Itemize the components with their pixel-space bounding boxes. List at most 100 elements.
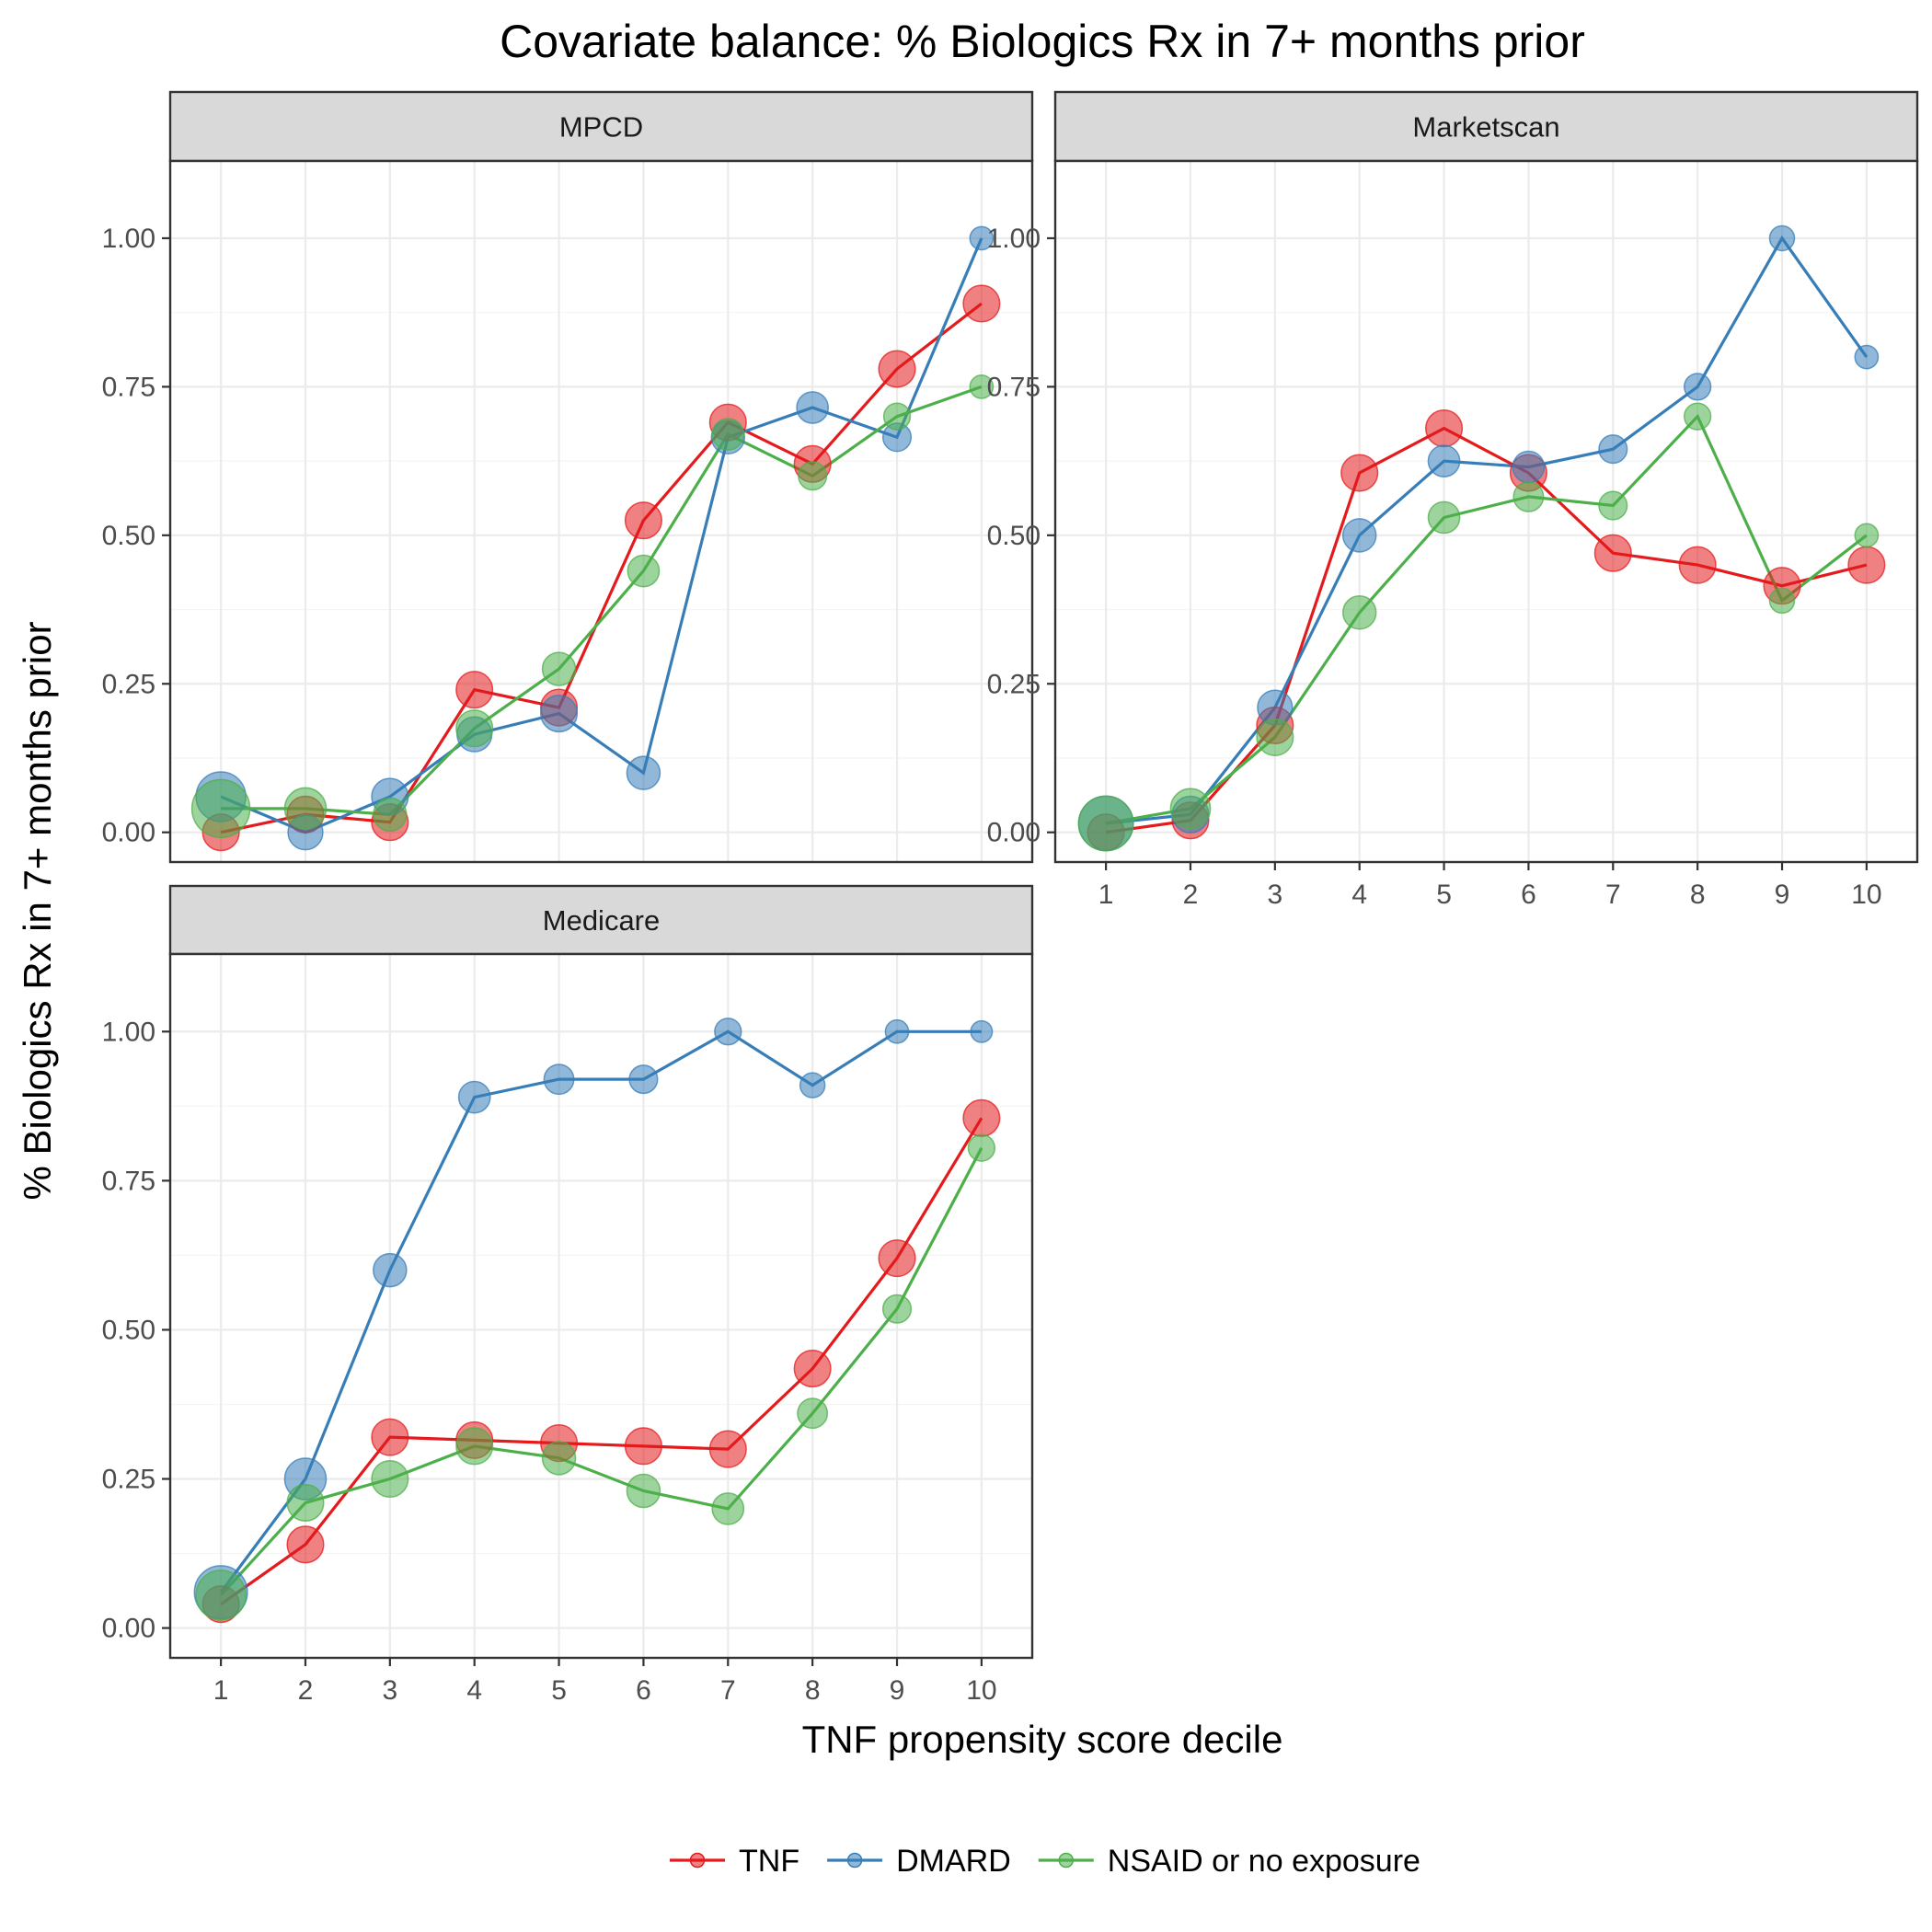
point-medicare-nsaid-or-no-exposure-9	[881, 1294, 913, 1324]
point-marketscan-nsaid-or-no-exposure-10	[1854, 523, 1880, 548]
y-tick-label-mpcd: 0.00	[102, 818, 155, 848]
x-tick-label-marketscan: 7	[1605, 880, 1621, 910]
legend-item-nsaid-or-no-exposure: NSAID or no exposure	[1038, 1844, 1420, 1879]
legend-key-point-nsaid-or-no-exposure	[1058, 1852, 1075, 1869]
chart-title: Covariate balance: % Biologics Rx in 7+ …	[500, 16, 1585, 67]
y-tick-label-medicare: 0.50	[102, 1315, 155, 1345]
point-mpcd-tnf-6	[624, 501, 662, 540]
point-mpcd-nsaid-or-no-exposure-8	[798, 461, 828, 491]
panel-border-medicare	[168, 952, 1034, 1660]
y-tick-label-marketscan: 0.75	[987, 372, 1041, 402]
y-tick-label-marketscan: 0.50	[987, 521, 1041, 551]
x-axis-title: TNF propensity score decile	[802, 1718, 1283, 1761]
point-mpcd-nsaid-or-no-exposure-9	[882, 402, 912, 431]
x-tick-label-medicare: 6	[636, 1675, 651, 1706]
x-tick-label-marketscan: 5	[1436, 880, 1452, 910]
series-line-marketscan-dmard	[1105, 235, 1869, 825]
point-mpcd-dmard-10	[969, 225, 995, 251]
y-tick-label-marketscan: 1.00	[987, 224, 1041, 254]
point-medicare-nsaid-or-no-exposure-2	[286, 1483, 325, 1522]
x-tick-label-marketscan: 9	[1775, 880, 1790, 910]
series-group-medicare	[193, 1018, 1001, 1624]
point-medicare-dmard-6	[628, 1064, 659, 1095]
series-line-medicare-dmard	[219, 1029, 982, 1593]
legend-label-tnf: TNF	[739, 1844, 799, 1879]
plot-area-marketscan	[1055, 161, 1917, 862]
plot-area-mpcd	[170, 161, 1032, 862]
legend-key-point-tnf	[689, 1852, 706, 1869]
y-tick-label-marketscan: 0.00	[987, 818, 1041, 848]
point-marketscan-tnf-10	[1847, 546, 1886, 584]
strip-medicare	[168, 884, 1034, 956]
x-tick-label-marketscan: 3	[1267, 880, 1282, 910]
x-tick-label-medicare: 9	[890, 1675, 905, 1706]
x-tick-label-marketscan: 2	[1183, 880, 1199, 910]
point-marketscan-dmard-5	[1427, 444, 1461, 477]
panel-medicare: Medicare 0.00 0.25 0.50 0.75 1.00 1 2 3 4 5 6 7 8 9 10	[102, 884, 1034, 1706]
point-marketscan-nsaid-or-no-exposure-7	[1598, 490, 1628, 521]
point-mpcd-nsaid-or-no-exposure-2	[283, 787, 328, 831]
point-medicare-dmard-9	[884, 1018, 910, 1044]
legend-item-dmard: DMARD	[827, 1844, 1011, 1879]
strip-mpcd	[168, 90, 1034, 163]
x-tick-label-medicare: 5	[551, 1675, 567, 1706]
x-tick-label-marketscan: 1	[1098, 880, 1114, 910]
point-marketscan-dmard-8	[1684, 373, 1712, 401]
point-marketscan-dmard-7	[1598, 434, 1628, 465]
y-tick-label-mpcd: 0.50	[102, 521, 155, 551]
point-marketscan-tnf-8	[1678, 546, 1717, 584]
legend-label-dmard: DMARD	[896, 1844, 1011, 1879]
strip-label-mpcd: MPCD	[559, 111, 643, 144]
point-medicare-dmard-10	[970, 1019, 994, 1043]
point-medicare-nsaid-or-no-exposure-4	[455, 1427, 494, 1466]
point-medicare-dmard-3	[373, 1252, 408, 1288]
point-marketscan-nsaid-or-no-exposure-6	[1512, 480, 1545, 512]
strip-marketscan	[1053, 90, 1919, 163]
point-medicare-dmard-8	[799, 1072, 826, 1098]
point-mpcd-tnf-10	[962, 284, 1001, 323]
point-medicare-nsaid-or-no-exposure-5	[541, 1441, 577, 1476]
y-axis-title: % Biologics Rx in 7+ months prior	[16, 621, 59, 1200]
point-marketscan-tnf-5	[1425, 409, 1464, 448]
point-mpcd-nsaid-or-no-exposure-5	[541, 651, 577, 686]
point-marketscan-dmard-4	[1341, 518, 1377, 553]
point-medicare-dmard-5	[543, 1064, 575, 1096]
point-mpcd-nsaid-or-no-exposure-6	[627, 554, 661, 588]
point-mpcd-nsaid-or-no-exposure-7	[711, 418, 745, 451]
x-tick-label-marketscan: 6	[1521, 880, 1536, 910]
x-tick-label-medicare: 8	[805, 1675, 821, 1706]
legend-key-point-dmard	[846, 1852, 863, 1869]
point-medicare-nsaid-or-no-exposure-8	[797, 1397, 829, 1430]
point-medicare-tnf-9	[878, 1239, 916, 1278]
point-medicare-tnf-2	[286, 1525, 325, 1564]
point-mpcd-nsaid-or-no-exposure-4	[455, 709, 494, 748]
point-mpcd-dmard-5	[540, 695, 579, 733]
series-line-marketscan-nsaid-or-no-exposure	[1105, 413, 1868, 825]
panel-border-mpcd	[168, 159, 1034, 864]
panels: MPCD 0.00 0.25 0.50 0.75 1.00 Marketscan 0.00 0.…	[102, 90, 1919, 1706]
point-mpcd-dmard-8	[796, 391, 830, 424]
point-mpcd-tnf-9	[878, 350, 916, 388]
y-tick-label-mpcd: 1.00	[102, 224, 155, 254]
legend: TNF DMARD NSAID or no exposure	[670, 1844, 1420, 1879]
point-marketscan-nsaid-or-no-exposure-5	[1427, 500, 1461, 535]
x-tick-label-marketscan: 4	[1351, 880, 1367, 910]
x-tick-label-marketscan: 8	[1690, 880, 1706, 910]
point-marketscan-dmard-9	[1768, 224, 1796, 252]
point-marketscan-nsaid-or-no-exposure-9	[1768, 587, 1796, 615]
y-tick-label-medicare: 0.25	[102, 1465, 155, 1495]
y-tick-label-medicare: 1.00	[102, 1017, 155, 1047]
point-marketscan-nsaid-or-no-exposure-1	[1077, 795, 1134, 852]
legend-item-tnf: TNF	[670, 1844, 799, 1879]
point-medicare-tnf-10	[962, 1098, 1001, 1137]
point-marketscan-dmard-6	[1512, 450, 1546, 484]
x-tick-label-medicare: 4	[466, 1675, 482, 1706]
point-medicare-tnf-8	[793, 1350, 832, 1388]
point-medicare-nsaid-or-no-exposure-10	[967, 1133, 996, 1162]
point-medicare-dmard-4	[457, 1080, 491, 1114]
x-tick-label-marketscan: 10	[1851, 880, 1881, 910]
series-line-mpcd-dmard	[220, 237, 983, 834]
point-mpcd-tnf-4	[455, 671, 494, 709]
point-marketscan-nsaid-or-no-exposure-8	[1684, 402, 1712, 431]
point-marketscan-tnf-7	[1593, 534, 1632, 572]
